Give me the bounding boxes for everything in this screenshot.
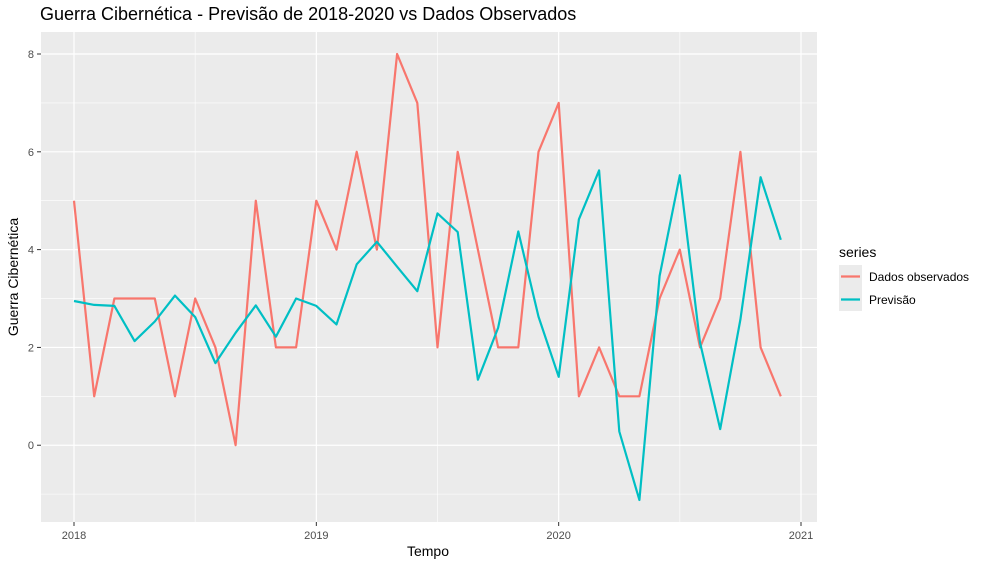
- y-tick-label: 4: [28, 245, 34, 257]
- grid-minor: [41, 32, 817, 522]
- x-tick-label: 2019: [304, 530, 328, 542]
- x-axis-title: Tempo: [407, 543, 449, 559]
- x-tick-label: 2018: [62, 530, 86, 542]
- legend-label: Previsão: [869, 293, 916, 307]
- plot-panel: [41, 32, 817, 522]
- y-tick-label: 6: [28, 147, 34, 159]
- series-lines: [72, 52, 782, 502]
- y-axis: 0 2 4 6 8: [28, 49, 41, 452]
- legend: series Dados observados Previsão: [839, 244, 969, 311]
- x-tick-label: 2021: [789, 530, 813, 542]
- legend-title: series: [839, 244, 876, 260]
- x-tick-label: 2020: [546, 530, 570, 542]
- y-tick-label: 8: [28, 49, 34, 61]
- y-axis-title: Guerra Cibernética: [5, 218, 21, 336]
- x-axis: 2018 2019 2020 2021: [62, 522, 813, 542]
- y-tick-label: 0: [28, 440, 34, 452]
- grid-major: [41, 32, 817, 522]
- y-tick-label: 2: [28, 342, 34, 354]
- chart-title: Guerra Cibernética - Previsão de 2018-20…: [40, 4, 576, 24]
- series-line-previsao: [73, 169, 782, 502]
- legend-label: Dados observados: [869, 270, 969, 284]
